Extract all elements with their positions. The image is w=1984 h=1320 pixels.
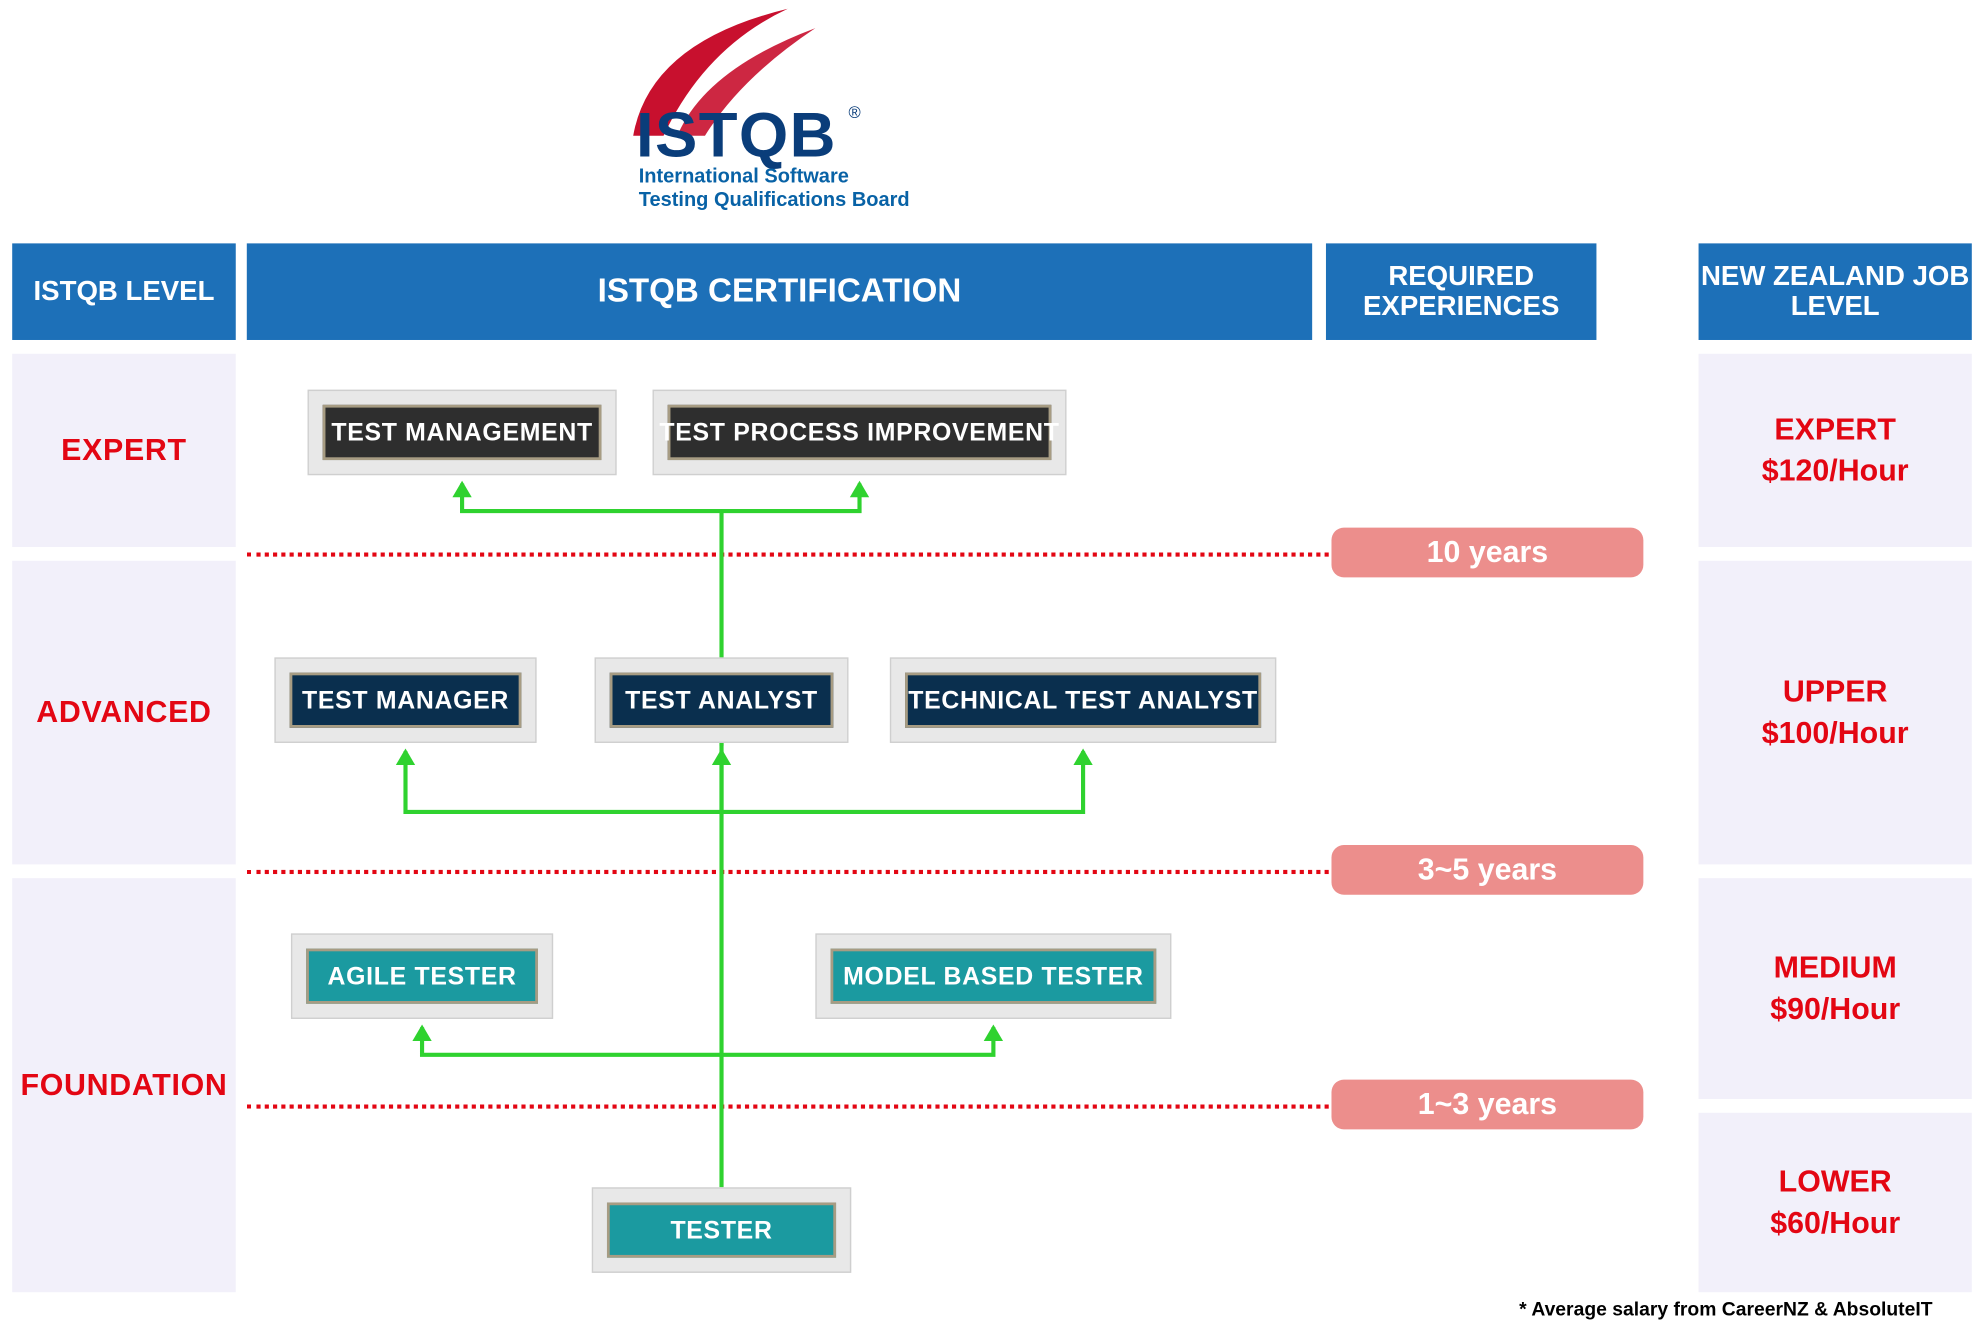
cert-label-tester: TESTER [607,1202,836,1257]
level-label-advanced: ADVANCED [36,695,211,731]
diagram-canvas: ISTQB ® International Software Testing Q… [1,1,1983,1312]
cert-box-agile-tester: AGILE TESTER [291,933,553,1019]
level-label-foundation: FOUNDATION [20,1067,227,1103]
istqb-logo: ISTQB ® International Software Testing Q… [608,1,939,222]
job-box-upper: UPPER $100/Hour [1699,561,1972,865]
job-title-lower: LOWER [1779,1164,1892,1199]
level-label-expert: EXPERT [61,432,187,468]
cert-box-test-management: TEST MANAGEMENT [308,390,617,476]
cert-box-model-based-tester: MODEL BASED TESTER [815,933,1171,1019]
cert-label-test-management: TEST MANAGEMENT [323,405,602,460]
logo-registered-icon: ® [848,103,860,122]
job-title-expert: EXPERT [1774,412,1895,447]
experience-pill-3-5-years: 3~5 years [1331,845,1643,895]
cert-box-tester: TESTER [592,1187,851,1273]
footnote-text: * Average salary from CareerNZ & Absolut… [1519,1298,1932,1320]
header-required-exp: REQUIRED EXPERIENCES [1326,243,1596,340]
header-nz-job-text: NEW ZEALAND JOB LEVEL [1699,261,1972,322]
header-required-exp-text: REQUIRED EXPERIENCES [1326,261,1596,322]
cert-label-technical-test-analyst: TECHNICAL TEST ANALYST [905,673,1261,728]
job-box-expert: EXPERT $120/Hour [1699,354,1972,547]
job-rate-lower: $60/Hour [1770,1205,1900,1240]
job-box-medium: MEDIUM $90/Hour [1699,878,1972,1099]
logo-subtitle-line1: International Software [639,166,849,188]
level-box-advanced: ADVANCED [12,561,236,865]
cert-box-test-manager: TEST MANAGER [274,657,536,743]
job-title-medium: MEDIUM [1774,950,1897,985]
logo-subtitle: International Software Testing Qualifica… [639,166,910,214]
header-istqb-level: ISTQB LEVEL [12,243,236,340]
header-nz-job-level: NEW ZEALAND JOB LEVEL [1699,243,1972,340]
logo-title: ISTQB [636,97,837,172]
cert-label-agile-tester: AGILE TESTER [306,949,538,1004]
cert-label-test-process-improvement: TEST PROCESS IMPROVEMENT [668,405,1052,460]
job-rate-medium: $90/Hour [1770,991,1900,1025]
job-box-lower: LOWER $60/Hour [1699,1113,1972,1292]
cert-box-test-process-improvement: TEST PROCESS IMPROVEMENT [653,390,1067,476]
level-box-expert: EXPERT [12,354,236,547]
logo-subtitle-line2: Testing Qualifications Board [639,190,910,212]
experience-pill-1-3-years: 1~3 years [1331,1080,1643,1130]
cert-box-test-analyst: TEST ANALYST [595,657,849,743]
header-istqb-cert: ISTQB CERTIFICATION [247,243,1312,340]
flow-arrows [1,1,1983,1312]
experience-pill-10-years: 10 years [1331,528,1643,578]
cert-label-test-manager: TEST MANAGER [290,673,522,728]
job-rate-upper: $100/Hour [1762,715,1909,750]
cert-label-model-based-tester: MODEL BASED TESTER [831,949,1157,1004]
job-title-upper: UPPER [1783,674,1888,709]
level-box-foundation: FOUNDATION [12,878,236,1292]
cert-box-technical-test-analyst: TECHNICAL TEST ANALYST [890,657,1276,743]
cert-label-test-analyst: TEST ANALYST [610,673,834,728]
job-rate-expert: $120/Hour [1762,453,1909,488]
